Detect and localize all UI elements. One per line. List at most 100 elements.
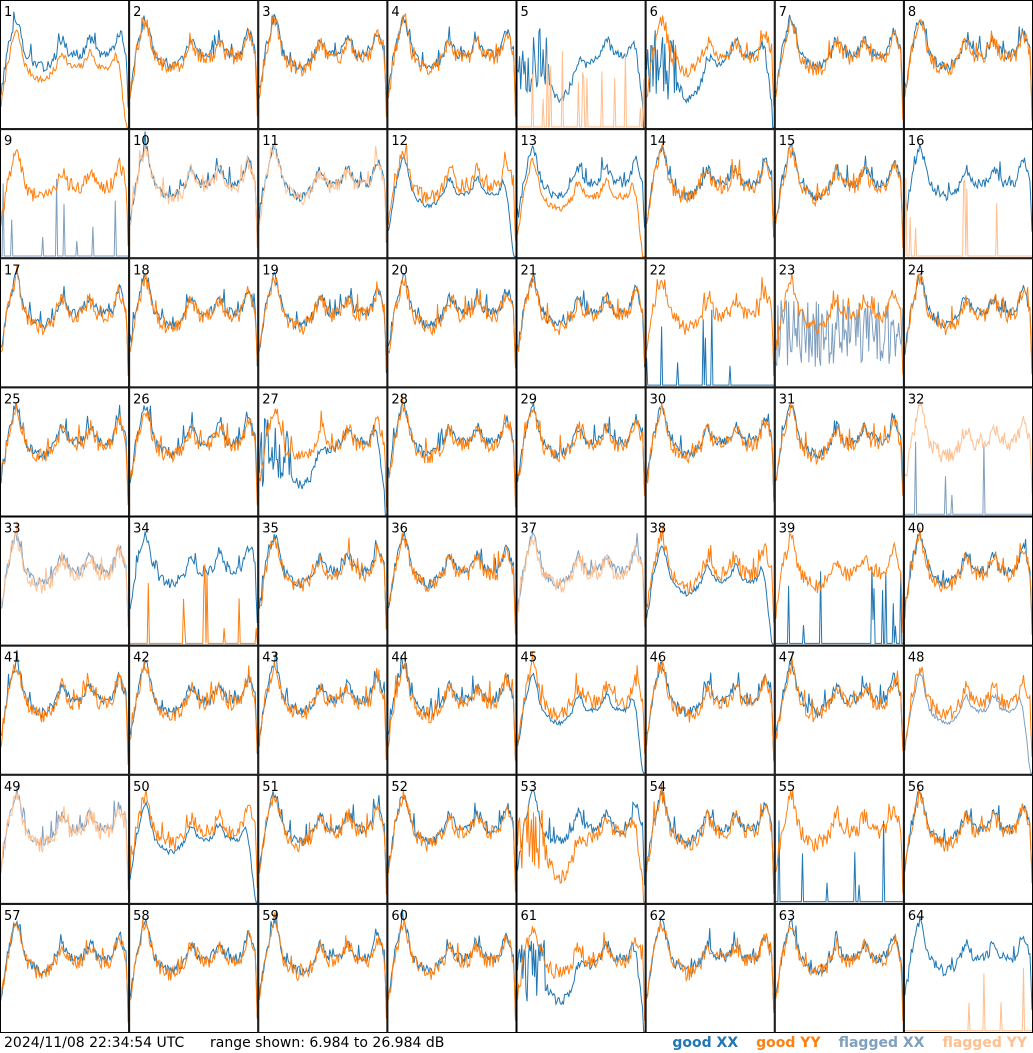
panel-border xyxy=(774,516,904,646)
panel-30: 30 xyxy=(645,387,775,517)
xx-trace xyxy=(258,534,387,630)
panel-label: 5 xyxy=(521,5,529,20)
panel-traces xyxy=(775,142,904,249)
panel-traces xyxy=(258,910,387,1019)
panel-border xyxy=(387,129,517,259)
panel-label: 47 xyxy=(779,651,796,666)
panel-label: 28 xyxy=(391,392,408,407)
panel-border xyxy=(774,0,904,130)
xx-trace xyxy=(517,940,645,1032)
panel-traces xyxy=(129,273,258,367)
panel-label: 23 xyxy=(779,263,796,278)
panel-traces xyxy=(0,265,129,376)
panel-33: 33 xyxy=(0,516,130,646)
panel-border xyxy=(0,645,130,775)
yy-trace xyxy=(388,395,516,508)
xx-trace xyxy=(387,794,516,884)
yy-trace xyxy=(646,783,775,895)
xx-trace xyxy=(904,143,1033,232)
panel-label: 59 xyxy=(262,909,279,924)
panel-2: 2 xyxy=(129,0,259,130)
panel-label: 19 xyxy=(262,263,279,278)
panel-border xyxy=(387,387,517,517)
panel-18: 18 xyxy=(129,258,259,388)
panel-7: 7 xyxy=(774,0,904,130)
panel-traces xyxy=(517,273,646,368)
panel-label: 53 xyxy=(521,780,538,795)
panel-border xyxy=(258,903,388,1033)
panel-4: 4 xyxy=(387,0,517,130)
panel-traces xyxy=(258,791,387,895)
xx-trace xyxy=(129,918,258,1018)
panel-traces xyxy=(387,13,516,117)
panel-label: 46 xyxy=(650,651,667,666)
xx-trace xyxy=(646,790,775,888)
xx-trace xyxy=(646,309,774,386)
panel-border xyxy=(645,645,775,775)
panel-label: 43 xyxy=(262,651,279,666)
yy-trace xyxy=(904,18,1033,121)
panel-44: 44 xyxy=(387,645,517,775)
panel-15: 15 xyxy=(774,129,904,259)
panel-traces xyxy=(904,666,1033,774)
panel-traces xyxy=(904,527,1033,635)
panel-23: 23 xyxy=(774,258,904,388)
yy-trace xyxy=(258,14,387,118)
panel-border xyxy=(774,129,904,259)
panel-17: 17 xyxy=(0,258,130,388)
panel-label: 55 xyxy=(779,780,796,795)
xx-trace xyxy=(258,143,387,243)
panel-border xyxy=(258,516,388,646)
panel-traces xyxy=(775,403,904,497)
panel-label: 8 xyxy=(908,5,916,20)
panel-label: 60 xyxy=(391,909,408,924)
yy-trace xyxy=(129,145,258,249)
xx-trace xyxy=(517,144,646,228)
xx-trace xyxy=(0,531,129,624)
yy-trace xyxy=(0,521,129,628)
yy-trace xyxy=(387,790,516,893)
panel-border xyxy=(774,774,904,904)
panel-border xyxy=(129,0,259,130)
panel-62: 62 xyxy=(645,903,775,1033)
yy-trace xyxy=(904,273,1033,375)
panel-label: 2 xyxy=(133,5,141,20)
yy-trace xyxy=(517,157,645,258)
panel-traces xyxy=(775,14,904,120)
panel-traces xyxy=(129,405,258,506)
panel-traces xyxy=(129,131,258,249)
panel-traces xyxy=(775,917,904,1022)
panel-label: 1 xyxy=(4,5,12,20)
yy-trace xyxy=(0,792,129,891)
panel-border xyxy=(774,645,904,775)
panel-label: 4 xyxy=(391,5,399,20)
xx-trace xyxy=(0,649,129,759)
panel-border xyxy=(129,516,259,646)
panel-traces xyxy=(775,273,904,375)
yy-trace xyxy=(646,277,775,377)
panel-37: 37 xyxy=(516,516,646,646)
panel-border xyxy=(516,774,646,904)
xx-trace xyxy=(517,28,645,128)
yy-trace xyxy=(517,536,646,626)
panel-label: 12 xyxy=(391,134,408,149)
panel-traces xyxy=(387,272,516,369)
yy-trace xyxy=(646,525,775,624)
panel-13: 13 xyxy=(516,129,646,259)
yy-trace xyxy=(517,45,646,128)
yy-trace xyxy=(517,652,646,754)
yy-trace xyxy=(904,666,1033,758)
panel-traces xyxy=(517,789,646,903)
yy-trace xyxy=(775,18,904,120)
panel-3: 3 xyxy=(258,0,388,130)
panel-border xyxy=(0,0,130,130)
timestamp: 2024/11/08 22:34:54 UTC xyxy=(4,1035,185,1051)
xx-trace xyxy=(259,651,387,761)
panel-border xyxy=(258,645,388,775)
panel-51: 51 xyxy=(258,774,388,904)
panel-border xyxy=(645,129,775,259)
panel-traces xyxy=(129,789,258,903)
panel-traces xyxy=(387,655,516,762)
footer: 2024/11/08 22:34:54 UTC range shown: 6.9… xyxy=(0,1033,1033,1053)
xx-trace xyxy=(517,402,646,494)
